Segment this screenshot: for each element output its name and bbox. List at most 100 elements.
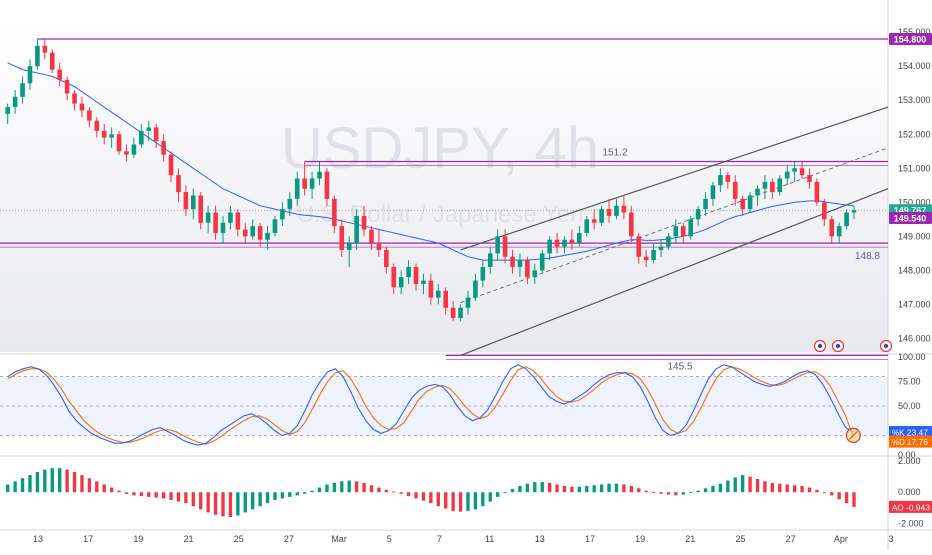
price-tick-label: 153.000: [898, 95, 931, 105]
ao-bar: [496, 492, 500, 497]
watermark-subtitle: U.S. Dollar / Japanese Yen: [297, 201, 584, 228]
time-tick-label: 19: [635, 534, 645, 544]
ao-bar: [414, 492, 418, 499]
candle-body: [554, 239, 560, 247]
ao-label-box: [889, 500, 932, 513]
ao-bar: [317, 487, 322, 493]
ao-bar: [117, 490, 121, 493]
candle-body: [391, 266, 397, 288]
ao-bar: [221, 492, 225, 517]
ao-bar: [481, 492, 485, 507]
price-tick-label: 148.000: [898, 265, 931, 275]
candle-body: [577, 232, 582, 244]
candle-body: [406, 266, 411, 278]
candle-body: [495, 236, 500, 254]
watermark-title: USDJPY, 4h: [281, 116, 599, 181]
ao-bar: [102, 484, 106, 493]
price-tick-label: 154.000: [898, 61, 931, 71]
candle-body: [792, 168, 797, 172]
candle-body: [339, 226, 345, 250]
ao-bar: [562, 486, 567, 493]
time-tick-label: 19: [133, 534, 143, 544]
ao-bar: [124, 492, 129, 494]
ao-bar: [444, 492, 448, 509]
ao-bar: [533, 482, 537, 493]
candle-body: [205, 212, 211, 223]
ao-bar: [629, 486, 633, 493]
time-tick-label: 27: [786, 534, 796, 544]
price-tick-label: 149.000: [898, 231, 931, 241]
candle-body: [829, 219, 835, 237]
price-label-text: 154.800: [894, 35, 927, 45]
time-tick-label: 13: [535, 534, 545, 544]
ao-bar: [288, 492, 292, 497]
ao-bar: [354, 481, 359, 493]
ao-bar: [28, 475, 32, 493]
candle-body: [532, 270, 538, 278]
ao-bar: [837, 492, 841, 500]
price-label-box: [889, 211, 932, 224]
ao-bar: [399, 492, 403, 494]
candle-body: [458, 307, 463, 318]
price-label-text: 149.540: [894, 213, 927, 223]
candle-body: [725, 175, 731, 182]
ao-bar: [213, 492, 218, 515]
ao-bar: [87, 478, 92, 493]
candle-body: [822, 202, 827, 220]
candle-body: [547, 239, 552, 254]
ao-bar: [43, 469, 47, 493]
ao-bar: [540, 482, 544, 493]
candle-body: [42, 45, 48, 53]
ao-bar: [800, 486, 804, 493]
price-label-box: [889, 33, 932, 46]
event-flag-dot-icon: [835, 343, 841, 349]
candle-body: [658, 246, 664, 250]
candle-body: [740, 198, 745, 210]
candle-body: [487, 253, 493, 267]
ao-bar: [406, 492, 411, 497]
candle-body: [12, 96, 18, 108]
candle-body: [72, 93, 77, 104]
candle-body: [784, 171, 790, 179]
ao-bar: [109, 487, 114, 493]
ao-bar: [176, 492, 181, 502]
candle-body: [525, 260, 530, 278]
ao-bar: [161, 492, 166, 499]
ao-bar: [310, 490, 314, 493]
candle-body: [27, 66, 33, 84]
candle-body: [710, 185, 716, 199]
candle-body: [443, 290, 449, 308]
candle-body: [435, 290, 441, 298]
ao-bar: [369, 485, 374, 493]
ao-bar: [95, 481, 99, 493]
ao-bar: [169, 492, 173, 500]
candle-body: [317, 171, 322, 179]
candle-body: [688, 219, 693, 237]
candle-body: [413, 266, 419, 284]
candle-body: [517, 260, 523, 267]
time-tick-label: 25: [735, 534, 745, 544]
ao-bar: [132, 492, 136, 496]
ao-bar: [13, 481, 17, 493]
price-tick-label: 155.000: [898, 27, 931, 37]
stoch-d-label-box: [889, 435, 932, 448]
ao-bar: [659, 492, 663, 494]
ao-bar: [362, 482, 366, 493]
ao-bar: [503, 492, 507, 494]
ao-tick-label: -2.000: [898, 518, 924, 528]
ao-bar: [785, 484, 789, 493]
candle-body: [398, 277, 404, 288]
time-tick-label: 21: [184, 534, 194, 544]
candle-body: [695, 209, 701, 220]
ao-bar: [510, 489, 515, 493]
candle-body: [718, 175, 723, 186]
candle-body: [584, 219, 590, 233]
ao-bar: [570, 486, 574, 493]
candle-body: [673, 226, 679, 237]
ao-bar: [6, 484, 10, 493]
ao-bar: [792, 485, 797, 493]
candle-body: [20, 83, 25, 97]
candle-body: [636, 236, 642, 257]
stoch-d-line: [7, 366, 854, 445]
